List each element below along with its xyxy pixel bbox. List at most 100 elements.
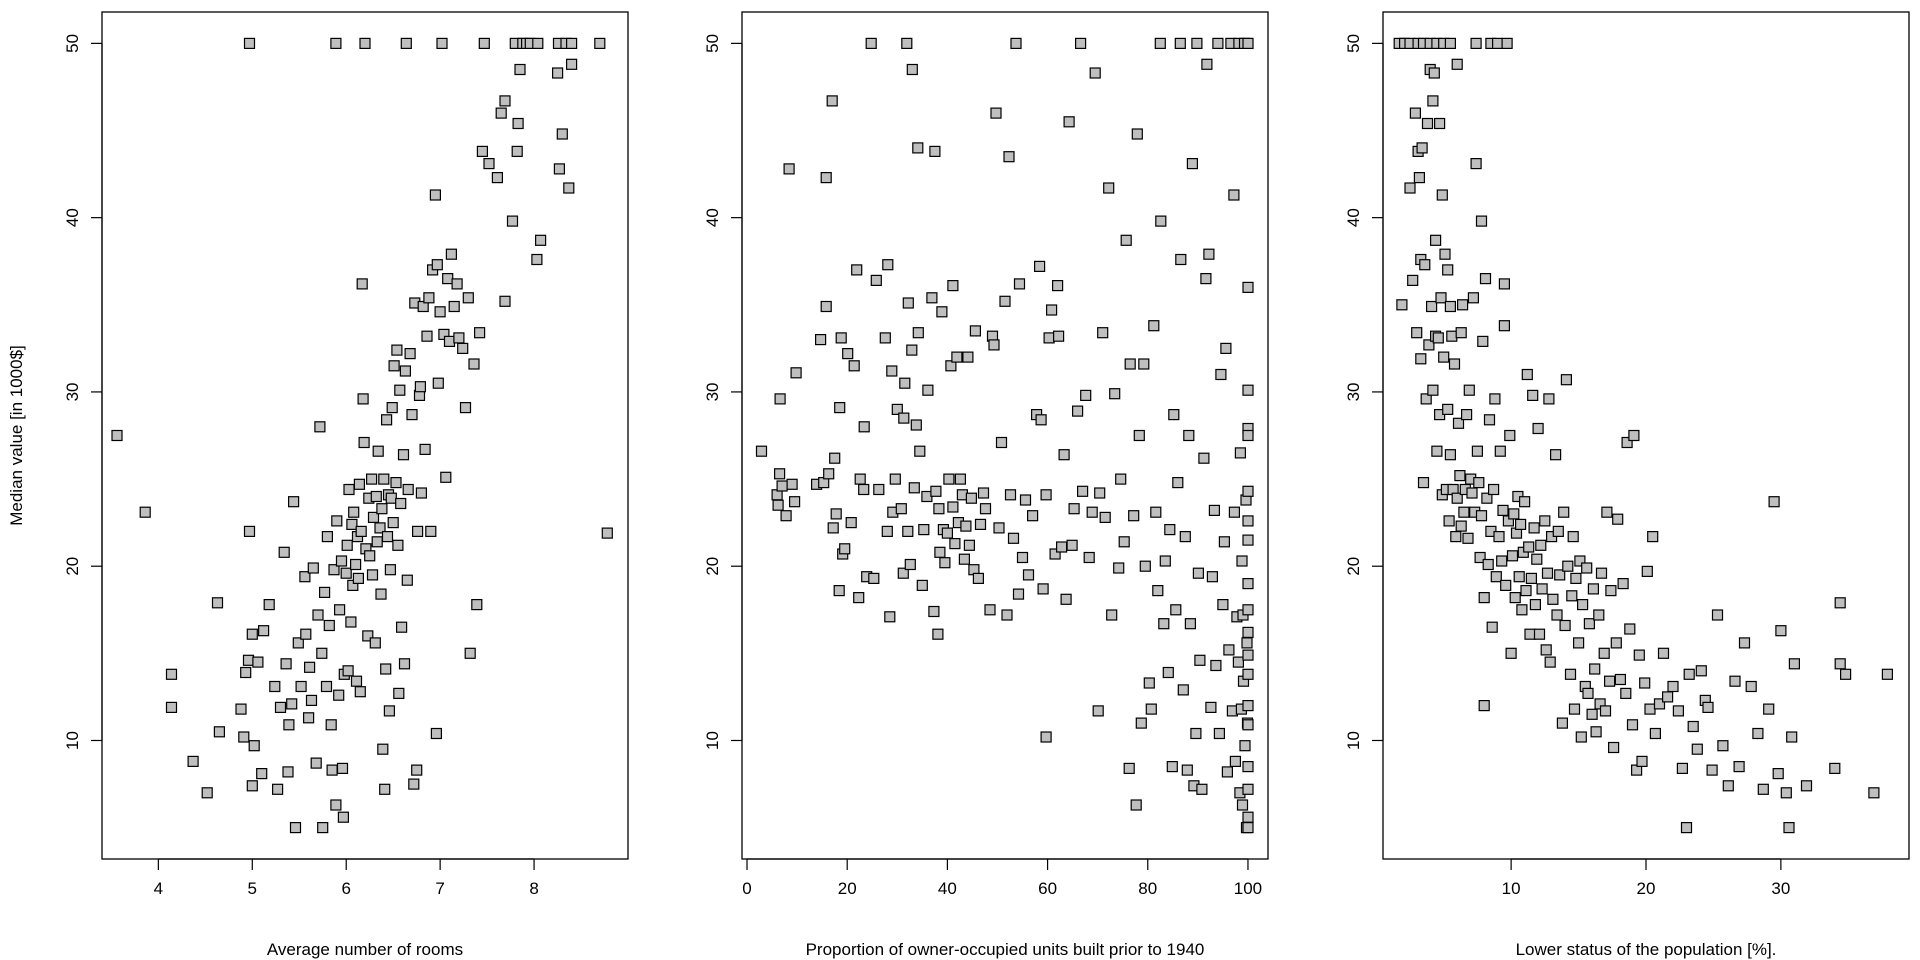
lstat-point-138 — [1566, 590, 1578, 602]
age-point-73 — [936, 306, 948, 318]
rooms-point-35 — [303, 712, 315, 724]
lstat-point-105 — [1516, 604, 1528, 616]
lstat-x-tick-label-20: 20 — [1637, 879, 1656, 898]
rooms-point-148 — [457, 342, 469, 354]
rooms-point-1 — [139, 506, 151, 518]
age-point-18 — [827, 522, 839, 534]
rooms-point-62 — [342, 665, 354, 677]
lstat-point-159 — [1601, 506, 1613, 518]
rooms-point-135 — [430, 727, 442, 740]
rooms-point-47 — [323, 619, 335, 632]
lstat-point-212 — [1829, 762, 1841, 775]
rooms-point-134 — [429, 189, 441, 201]
lstat-point-135 — [1560, 374, 1573, 386]
age-point-66 — [926, 292, 938, 304]
age-point-109 — [1012, 588, 1025, 600]
lstat-point-178 — [1647, 530, 1659, 543]
rooms-point-65 — [346, 518, 358, 531]
lstat-point-57 — [1458, 506, 1470, 518]
age-point-149 — [1120, 234, 1132, 246]
age-point-111 — [1016, 551, 1029, 564]
rooms-point-100 — [383, 705, 395, 717]
age-point-84 — [954, 473, 967, 485]
lstat-point-51 — [1451, 492, 1463, 504]
lstat-y-tick-label-30: 30 — [1344, 382, 1363, 401]
rooms-point-105 — [388, 360, 400, 372]
age-point-5 — [776, 480, 788, 492]
rooms-point-5 — [201, 787, 213, 799]
lstat-point-33 — [1435, 292, 1447, 304]
rooms-point-72 — [353, 478, 365, 490]
lstat-point-163 — [1610, 637, 1622, 649]
lstat-point-152 — [1589, 663, 1601, 675]
age-point-150 — [1123, 762, 1135, 775]
rooms-point-60 — [340, 567, 352, 579]
rooms-point-103 — [386, 402, 398, 414]
age-point-10 — [790, 367, 802, 379]
age-point-122 — [1045, 304, 1058, 316]
rooms-y-tick-label-10: 10 — [63, 731, 82, 750]
lstat-point-158 — [1599, 705, 1612, 717]
rooms-point-0 — [111, 429, 123, 442]
lstat-point-50 — [1451, 58, 1463, 70]
lstat-point-91 — [1498, 320, 1511, 332]
lstat-point-114 — [1528, 522, 1540, 534]
rooms-point-176 — [556, 128, 568, 140]
rooms-point-2 — [165, 668, 178, 680]
rooms-point-9 — [238, 731, 250, 743]
lstat-point-72 — [1475, 510, 1488, 522]
rooms-point-68 — [350, 558, 362, 571]
age-point-12 — [814, 334, 827, 346]
rooms-point-77 — [358, 436, 370, 449]
rooms-point-130 — [421, 330, 433, 342]
age-point-121 — [1043, 332, 1055, 344]
age-point-4 — [774, 393, 786, 405]
lstat-point-147 — [1581, 562, 1593, 574]
rooms-point-89 — [372, 445, 384, 457]
rooms-point-54 — [333, 689, 345, 701]
lstat-point-54 — [1455, 327, 1467, 339]
age-point-102 — [995, 436, 1008, 449]
rooms-point-127 — [415, 487, 427, 499]
lstat-point-68 — [1471, 445, 1484, 457]
age-point-123 — [1049, 548, 1061, 560]
age-point-90 — [965, 492, 978, 504]
rooms-point-74 — [355, 525, 367, 538]
lstat-point-24 — [1427, 384, 1439, 396]
lstat-point-87 — [1493, 530, 1505, 543]
lstat-point-12 — [1415, 353, 1427, 365]
rooms-point-120 — [406, 409, 418, 421]
age-point-158 — [1139, 560, 1151, 572]
lstat-point-193 — [1706, 764, 1718, 776]
age-scatter-panel: 0 20 40 60 80 100 10 20 30 40 50 Proportion of ow… — [703, 11, 1269, 959]
lstat-point-204 — [1768, 496, 1780, 508]
lstat-point-122 — [1540, 644, 1552, 656]
age-point-54 — [904, 558, 916, 571]
lstat-point-165 — [1614, 673, 1627, 686]
lstat-point-153 — [1590, 726, 1602, 738]
age-point-19 — [829, 452, 841, 464]
rooms-point-173 — [551, 67, 564, 79]
rooms-points — [111, 37, 613, 834]
lstat-point-99 — [1508, 508, 1520, 520]
lstat-point-75 — [1478, 591, 1490, 604]
rooms-point-49 — [326, 764, 338, 776]
rooms-x-tick-label-4: 4 — [154, 879, 163, 898]
age-point-2 — [772, 499, 784, 511]
lstat-point-13 — [1416, 142, 1428, 154]
lstat-point-123 — [1541, 567, 1554, 579]
age-x-tick-label-100: 100 — [1234, 879, 1262, 898]
rooms-point-86 — [369, 637, 381, 649]
lstat-point-160 — [1603, 675, 1616, 687]
lstat-point-173 — [1633, 649, 1645, 661]
age-point-32 — [858, 483, 870, 496]
lstat-point-109 — [1521, 368, 1533, 381]
rooms-point-19 — [258, 625, 270, 637]
rooms-point-12 — [243, 37, 256, 50]
age-x-tick-label-20: 20 — [838, 879, 857, 898]
age-x-axis: 0 20 40 60 80 100 — [742, 858, 1262, 898]
age-point-151 — [1124, 358, 1136, 370]
lstat-point-166 — [1617, 577, 1629, 590]
rooms-x-tick-label-7: 7 — [435, 879, 444, 898]
